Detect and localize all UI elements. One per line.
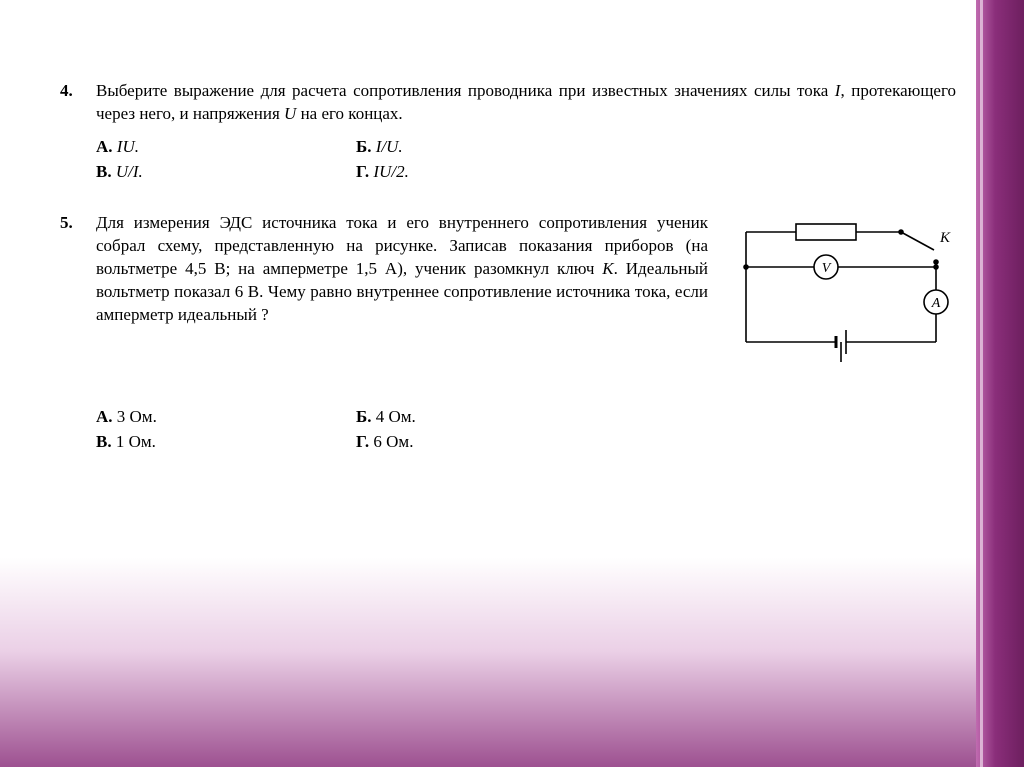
circuit-diagram: V A K [726, 212, 956, 392]
q4-opt-a-label: А. [96, 137, 113, 156]
q4-opt-g-label: Г. [356, 162, 369, 181]
page: 4. Выберите выражение для расчета сопрот… [0, 0, 1024, 767]
question-4: 4. Выберите выражение для расчета сопрот… [60, 80, 964, 184]
q4-stem-text-1: Выберите выражение для расчета сопротивл… [96, 81, 835, 100]
q4-opt-g: Г. IU/2. [356, 161, 616, 184]
q4-options: А. IU. Б. I/U. В. U/I. Г. IU/2. [96, 136, 956, 184]
q4-opt-v-label: В. [96, 162, 112, 181]
q5-opt-g: Г. 6 Ом. [356, 431, 616, 454]
ammeter-label: A [931, 296, 941, 311]
q5-opt-b: Б. 4 Ом. [356, 406, 616, 429]
q5-opt-v: В. 1 Ом. [96, 431, 356, 454]
q5-opt-b-label: Б. [356, 407, 372, 426]
q4-stem: Выберите выражение для расчета сопротивл… [96, 80, 956, 126]
q5-opt-a-label: А. [96, 407, 113, 426]
q5-opt-a-val: 3 Ом. [117, 407, 157, 426]
q4-opt-g-val: IU/2. [373, 162, 408, 181]
q5-text: Для измерения ЭДС источника тока и его в… [96, 212, 708, 392]
q5-options: А. 3 Ом. Б. 4 Ом. В. 1 Ом. Г. 6 Ом. [96, 406, 956, 454]
q5-opt-v-label: В. [96, 432, 112, 451]
q4-stem-u: U [284, 104, 296, 123]
q5-opt-b-val: 4 Ом. [376, 407, 416, 426]
q4-opt-v-val: U/I. [116, 162, 143, 181]
q4-opt-b-label: Б. [356, 137, 372, 156]
q4-opt-v: В. U/I. [96, 161, 356, 184]
q5-opt-g-val: 6 Ом. [373, 432, 413, 451]
side-strip [976, 0, 1024, 767]
q4-opt-b: Б. I/U. [356, 136, 616, 159]
voltmeter-label: V [822, 261, 832, 276]
question-5: 5. Для измерения ЭДС источника тока и ег… [60, 212, 964, 454]
q4-opt-b-val: I/U. [376, 137, 403, 156]
q5-stem-k: K [602, 259, 613, 278]
q5-wrap: Для измерения ЭДС источника тока и его в… [96, 212, 956, 392]
q5-body: Для измерения ЭДС источника тока и его в… [96, 212, 956, 454]
q4-number: 4. [60, 80, 96, 184]
q5-number: 5. [60, 212, 96, 454]
switch-label: K [939, 230, 951, 246]
q5-opt-g-label: Г. [356, 432, 369, 451]
q4-body: Выберите выражение для расчета сопротивл… [96, 80, 956, 184]
q4-opt-a-val: IU. [117, 137, 139, 156]
q5-opt-a: А. 3 Ом. [96, 406, 356, 429]
q4-stem-text-3: на его концах. [296, 104, 402, 123]
q5-opt-v-val: 1 Ом. [116, 432, 156, 451]
q4-opt-a: А. IU. [96, 136, 356, 159]
